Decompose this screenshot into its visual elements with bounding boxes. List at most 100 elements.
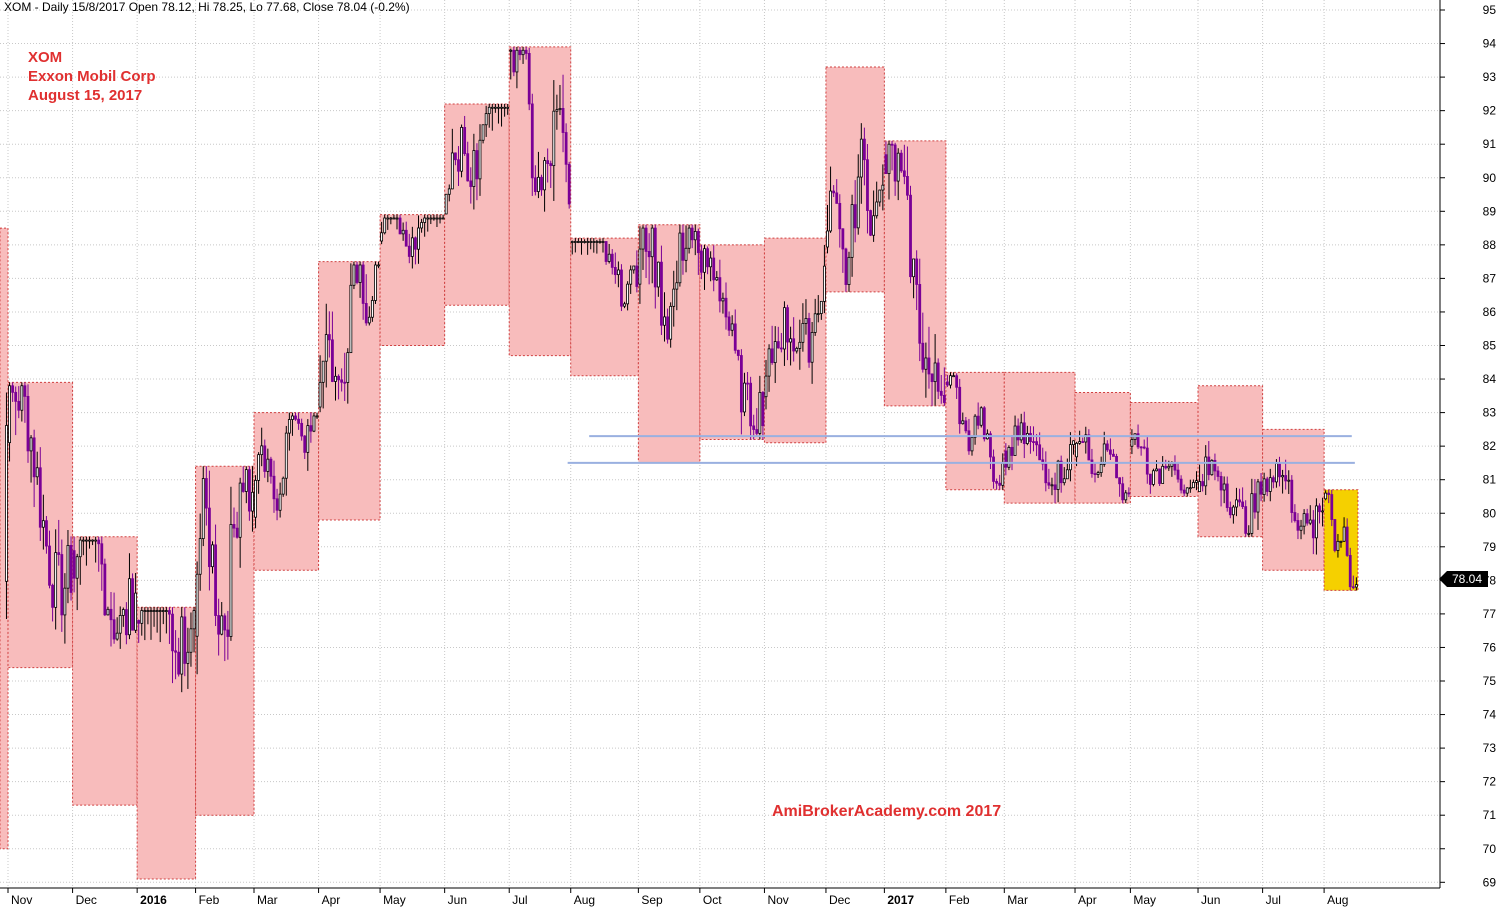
- candle-down: [939, 390, 943, 396]
- candle-up: [1235, 499, 1238, 508]
- candle-up: [552, 110, 556, 167]
- candle-down: [610, 253, 614, 268]
- candle-up: [54, 552, 58, 608]
- candle-down: [1253, 493, 1257, 513]
- candle-down: [109, 608, 113, 621]
- candle-down: [1059, 460, 1063, 484]
- x-tick-label: Oct: [703, 893, 722, 907]
- candle-up: [1342, 526, 1346, 542]
- candle-down: [223, 615, 227, 631]
- candle-up: [632, 265, 636, 271]
- month-range-box: [1074, 391, 1131, 504]
- candle-up: [1130, 439, 1134, 447]
- y-tick-label: 93: [1483, 70, 1497, 84]
- y-tick-label: 82: [1483, 439, 1497, 453]
- candle-down: [174, 650, 177, 653]
- candle-up: [1078, 441, 1082, 444]
- candle-up: [1050, 484, 1054, 487]
- candle-down: [1038, 444, 1042, 461]
- candle-down: [137, 620, 141, 624]
- candle-down: [1029, 433, 1032, 442]
- candle-up: [678, 232, 682, 284]
- candle-up: [444, 193, 448, 215]
- last-price-marker[interactable]: 78.04: [1439, 571, 1488, 588]
- candle-up: [558, 108, 562, 111]
- candle-up: [66, 545, 70, 589]
- candle-down: [1296, 520, 1300, 531]
- candle-down: [1022, 422, 1026, 444]
- candle-up: [789, 338, 792, 343]
- candle-down: [60, 554, 64, 616]
- candle-up: [555, 109, 559, 112]
- candle-down: [681, 232, 685, 261]
- candle-down: [1219, 476, 1223, 491]
- candle-up: [783, 307, 786, 350]
- candle-up: [1185, 487, 1189, 494]
- candle-up: [872, 215, 876, 236]
- candle-up: [924, 357, 928, 370]
- candle-up: [432, 217, 436, 220]
- candle-down: [1348, 555, 1352, 588]
- candle-up: [623, 303, 626, 307]
- candle-down: [1176, 469, 1180, 480]
- candle-up: [875, 201, 879, 217]
- candle-down: [561, 108, 565, 133]
- candle-up: [386, 217, 390, 220]
- candle-down: [398, 217, 402, 235]
- candle-down: [1265, 478, 1269, 492]
- candle-up: [1222, 483, 1226, 491]
- month-range-box: [883, 140, 947, 407]
- candle-up: [321, 360, 325, 383]
- candle-down: [1290, 479, 1294, 513]
- candle-down: [1228, 507, 1232, 516]
- candle-up: [709, 257, 713, 268]
- candle-down: [32, 437, 36, 478]
- candle-down: [518, 49, 522, 56]
- candle-down: [902, 170, 906, 177]
- candle-up: [570, 241, 574, 243]
- candle-up: [979, 407, 983, 426]
- candle-up: [377, 264, 380, 267]
- candle-down: [1136, 433, 1140, 448]
- candle-up: [257, 454, 261, 481]
- candle-down: [1207, 456, 1211, 476]
- candle-down: [1053, 484, 1057, 490]
- candle-up: [887, 143, 891, 175]
- candle-down: [1010, 446, 1014, 456]
- y-tick-label: 83: [1483, 406, 1497, 420]
- candle-up: [810, 332, 814, 363]
- candle-up: [143, 610, 147, 612]
- candle-down: [712, 257, 716, 281]
- candle-up: [1204, 456, 1208, 487]
- candle-down: [736, 349, 740, 356]
- candle-down: [1118, 477, 1122, 485]
- candle-down: [57, 552, 61, 555]
- candle-up: [506, 106, 510, 109]
- candle-down: [124, 609, 128, 636]
- candle-down: [909, 194, 912, 278]
- candle-up: [1161, 465, 1165, 484]
- y-tick-label: 74: [1483, 708, 1497, 722]
- candle-up: [804, 318, 808, 324]
- candle-up: [370, 300, 374, 318]
- candle-up: [949, 375, 952, 386]
- candle-up: [626, 283, 630, 305]
- candle-down: [1305, 513, 1309, 524]
- candle-up: [115, 632, 119, 640]
- candle-down: [1278, 463, 1281, 478]
- candle-down: [992, 456, 995, 482]
- y-tick-label: 73: [1483, 741, 1497, 755]
- candle-down: [294, 415, 297, 420]
- candle-down: [1327, 492, 1331, 495]
- y-tick-label: 85: [1483, 339, 1497, 353]
- candle-up: [672, 288, 676, 307]
- candle-up: [146, 610, 150, 612]
- candle-down: [1145, 447, 1149, 475]
- candle-up: [798, 341, 802, 349]
- candle-down: [930, 373, 934, 383]
- x-tick-label: Mar: [257, 893, 278, 907]
- candle-up: [41, 520, 45, 528]
- candle-up: [134, 592, 138, 631]
- x-tick-label: Aug: [574, 893, 595, 907]
- candle-down: [11, 385, 15, 393]
